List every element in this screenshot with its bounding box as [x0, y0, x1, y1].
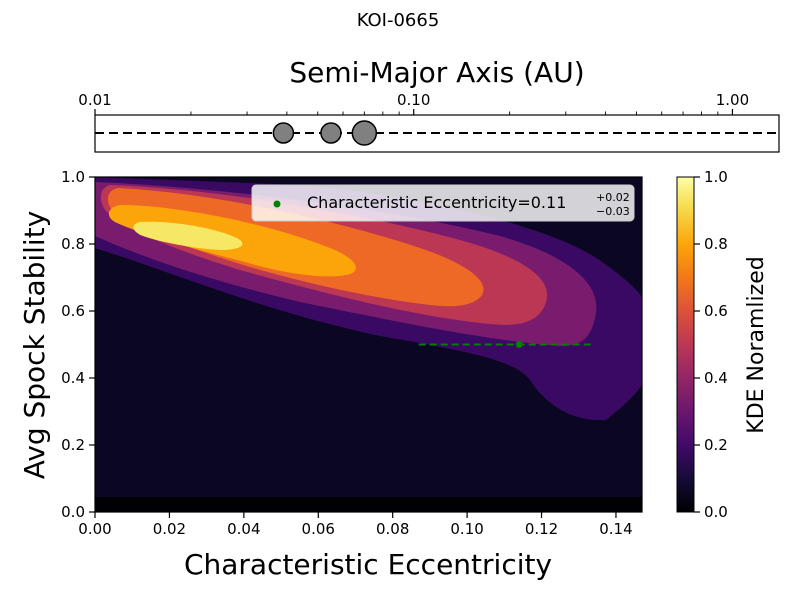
- colorbar: [676, 176, 695, 513]
- colorbar-tick-label: 1.0: [704, 168, 728, 186]
- top-axis-label: Semi-Major Axis (AU): [289, 56, 584, 89]
- x-tick-label: 0.08: [376, 520, 409, 538]
- colorbar-tick-label: 0.8: [704, 235, 728, 253]
- y-tick-label: 0.4: [61, 369, 85, 387]
- x-tick-label: 0.04: [227, 520, 260, 538]
- legend-sup: +0.02: [596, 191, 630, 204]
- x-tick-label: 0.00: [78, 520, 111, 538]
- legend-marker: [273, 200, 281, 208]
- y-tick-label: 1.0: [61, 168, 85, 186]
- colorbar-label: KDE Noramlized: [744, 256, 769, 433]
- eccentricity-marker: [515, 341, 523, 348]
- colorbar-tick-label: 0.2: [704, 436, 728, 454]
- y-tick-label: 0.8: [61, 235, 85, 253]
- x-tick-label: 0.14: [599, 520, 632, 538]
- top-panel-frame: [94, 114, 780, 153]
- y-tick-label: 0.0: [61, 503, 85, 521]
- planet-marker: [351, 120, 378, 146]
- y-tick-label: 0.2: [61, 436, 85, 454]
- x-tick-label: 0.12: [525, 520, 558, 538]
- x-tick-label: 0.10: [450, 520, 483, 538]
- y-axis-ticks: 0.0 0.2 0.4 0.6 0.8 1.0: [61, 168, 95, 521]
- legend-box: [251, 184, 635, 222]
- planet-markers: [272, 120, 378, 146]
- colorbar-tick-label: 0.4: [704, 369, 728, 387]
- legend: Characteristic Eccentricity=0.11 +0.02 −…: [251, 184, 635, 222]
- x-tick-label: 0.06: [302, 520, 335, 538]
- colorbar-ticks: 0.0 0.2 0.4 0.6 0.8 1.0: [694, 168, 728, 521]
- x-tick-label: 0.02: [153, 520, 186, 538]
- figure-title: KOI-0665: [357, 10, 440, 31]
- kde-contours: [95, 177, 642, 512]
- x-axis-label: Characteristic Eccentricity: [184, 548, 552, 581]
- y-tick-label: 0.6: [61, 302, 85, 320]
- y-axis-label: Avg Spock Stability: [18, 211, 51, 480]
- planet-marker: [272, 122, 295, 144]
- kde-bottom-band: [95, 497, 642, 512]
- top-tick-label: 0.01: [78, 91, 111, 109]
- top-tick-label: 1.00: [716, 91, 749, 109]
- x-axis-ticks: 0.00 0.02 0.04 0.06 0.08 0.10 0.12 0.14: [78, 512, 633, 538]
- top-tick-label: 0.10: [397, 91, 430, 109]
- legend-label: Characteristic Eccentricity=0.11: [307, 193, 566, 212]
- planet-marker: [320, 122, 342, 144]
- legend-sub: −0.03: [596, 205, 630, 218]
- main-panel-frame: [94, 176, 643, 513]
- top-axis-ticks: 0.01 0.10 1.00: [78, 91, 749, 115]
- colorbar-tick-label: 0.6: [704, 302, 728, 320]
- kde-level-6: [133, 221, 243, 250]
- colorbar-tick-label: 0.0: [704, 503, 728, 521]
